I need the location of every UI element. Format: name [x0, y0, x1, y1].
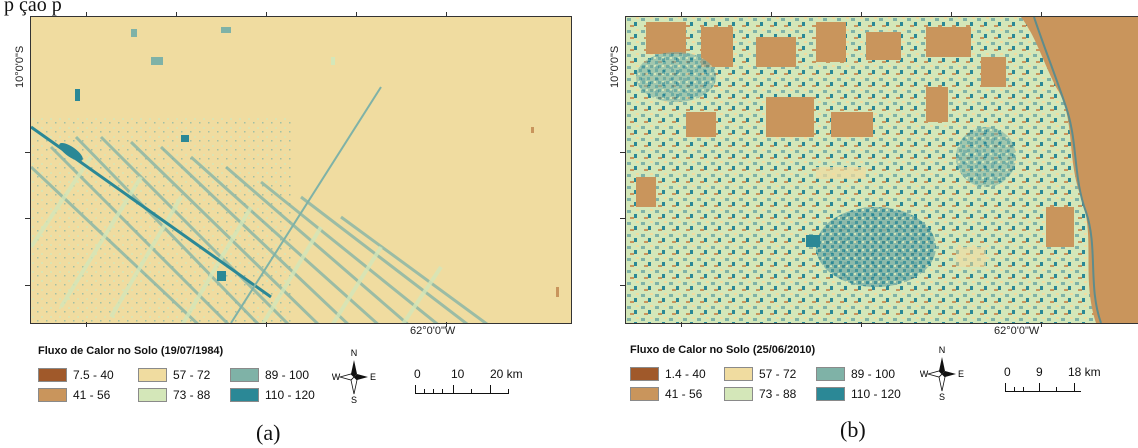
svg-text:E: E: [958, 369, 964, 379]
svg-text:N: N: [351, 348, 358, 358]
legend-swatch: [630, 387, 659, 401]
legend-item: 89 - 100: [816, 367, 895, 381]
svg-text:S: S: [939, 392, 945, 401]
latitude-label: 10°0'0"S: [609, 45, 621, 88]
legend-item: 41 - 56: [38, 388, 110, 402]
legend-swatch: [630, 367, 659, 381]
svg-text:S: S: [351, 395, 357, 404]
north-arrow-icon: N S W E: [920, 343, 964, 402]
scale-label: 20 km: [490, 367, 523, 381]
longitude-label: 62°0'0"W: [410, 325, 456, 337]
legend-swatch: [816, 367, 845, 381]
north-arrow-icon: N S W E: [332, 346, 376, 405]
legend-swatch: [38, 368, 67, 382]
scale-label: 0: [414, 367, 421, 381]
scale-label: 18 km: [1068, 365, 1101, 379]
soil-heat-flux-map-1984: [30, 16, 572, 324]
legend-title: Fluxo de Calor no Solo (25/06/2010): [630, 344, 816, 356]
svg-text:E: E: [370, 372, 376, 382]
scale-bar: [1005, 383, 1081, 392]
legend-item: 73 - 88: [724, 387, 796, 401]
legend-item: 1.4 - 40: [630, 367, 706, 381]
legend-item: 41 - 56: [630, 387, 702, 401]
legend-swatch: [724, 367, 753, 381]
legend-item: 110 - 120: [230, 388, 315, 402]
legend-item: 110 - 120: [816, 387, 901, 401]
legend-swatch: [138, 368, 167, 382]
legend-swatch: [138, 388, 167, 402]
legend-swatch: [230, 388, 259, 402]
svg-text:N: N: [939, 345, 946, 355]
scale-label: 10: [451, 367, 465, 381]
longitude-label: 62°0'0"W: [994, 325, 1040, 337]
legend-swatch: [38, 388, 67, 402]
scale-label: 0: [1004, 365, 1011, 379]
scale-label: 9: [1036, 365, 1043, 379]
scale-bar: [415, 385, 509, 394]
legend-swatch: [816, 387, 845, 401]
svg-text:W: W: [332, 372, 341, 382]
legend-item: 73 - 88: [138, 388, 210, 402]
soil-heat-flux-map-2010: [625, 16, 1138, 324]
top-caption-fragment: p ção p: [4, 0, 62, 16]
legend-item: 7.5 - 40: [38, 368, 114, 382]
legend-item: 57 - 72: [724, 367, 796, 381]
panel-label-b: (b): [840, 417, 866, 442]
legend-title: Fluxo de Calor no Solo (19/07/1984): [38, 345, 224, 357]
legend-swatch: [724, 387, 753, 401]
latitude-label: 10°0'0"S: [14, 45, 26, 88]
svg-text:W: W: [920, 369, 929, 379]
legend-swatch: [230, 368, 259, 382]
legend-item: 89 - 100: [230, 368, 309, 382]
legend-item: 57 - 72: [138, 368, 210, 382]
panel-label-a: (a): [256, 420, 281, 445]
